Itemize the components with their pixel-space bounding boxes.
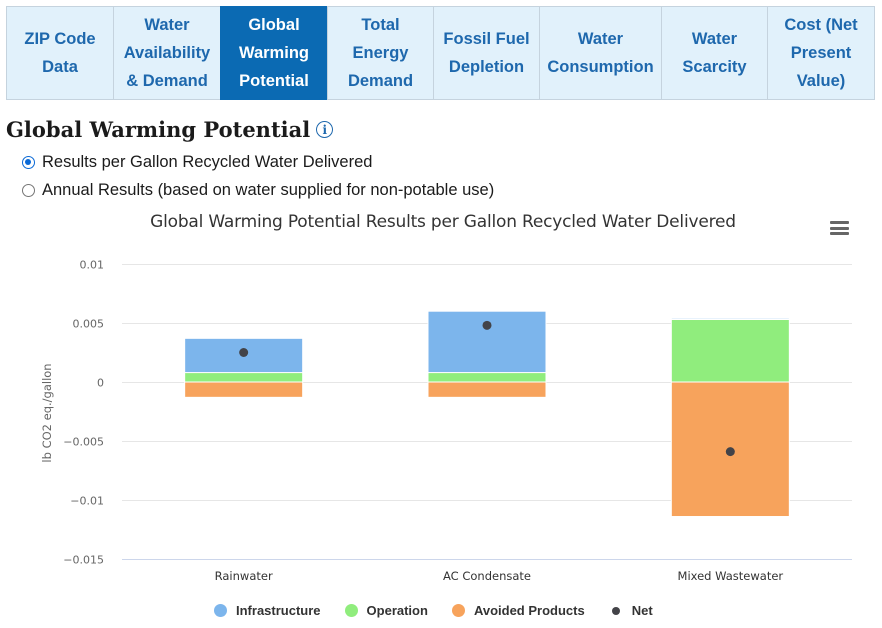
y-tick-label: 0.005 [73, 318, 105, 331]
x-tick-label: Rainwater [215, 569, 273, 583]
net-point[interactable] [239, 348, 249, 357]
tab-label: Cost (Net Present Value) [784, 16, 858, 90]
tab-water-scarcity[interactable]: Water Scarcity [661, 6, 768, 100]
legend-net-label: Net [631, 603, 653, 618]
tab-bar: ZIP Code Data Water Availability & Demand… [6, 6, 881, 102]
legend-net-marker [611, 606, 620, 615]
legend-avoided-products[interactable]: Avoided Products [451, 603, 585, 618]
legend: Infrastructure Operation Avoided Product… [214, 603, 677, 618]
tab-water-availability-demand[interactable]: Water Availability & Demand [113, 6, 221, 100]
option-per-gallon-label: Results per Gallon Recycled Water Delive… [42, 153, 373, 171]
bar-infrastructure[interactable] [427, 310, 547, 374]
legend-infrastructure-label: Infrastructure [236, 603, 321, 618]
legend-avoided-products-marker [451, 604, 465, 617]
x-tick-label: AC Condensate [443, 569, 531, 583]
tab-fossil-fuel-depletion[interactable]: Fossil Fuel Depletion [433, 6, 540, 100]
option-per-gallon[interactable]: Results per Gallon Recycled Water Delive… [22, 153, 372, 172]
y-tick-label: −0.01 [70, 495, 104, 508]
radio-annual[interactable] [22, 184, 35, 197]
tab-label: Fossil Fuel Depletion [443, 30, 530, 76]
legend-infrastructure-marker [214, 604, 227, 617]
page-heading: Global Warming Potential i [6, 117, 334, 142]
y-tick-label: −0.005 [63, 436, 104, 449]
legend-net[interactable]: Net [609, 603, 653, 618]
tab-zip-code-data[interactable]: ZIP Code Data [6, 6, 114, 100]
y-tick-label: 0 [97, 377, 104, 390]
tab-label: Water Consumption [547, 30, 654, 76]
tab-total-energy-demand[interactable]: Total Energy Demand [327, 6, 434, 100]
x-tick-label: Mixed Wastewater [678, 569, 784, 583]
tab-label: ZIP Code Data [24, 30, 96, 76]
chart-title: Global Warming Potential Results per Gal… [150, 212, 736, 232]
tab-label: Total Energy Demand [347, 16, 414, 90]
bar-avoided-products[interactable] [184, 381, 304, 398]
chart-title-wrap: Global Warming Potential Results per Gal… [0, 212, 882, 232]
page-title: Global Warming Potential [6, 117, 311, 142]
bar-operation[interactable] [670, 318, 790, 383]
option-annual-label: Annual Results (based on water supplied … [42, 181, 495, 199]
option-annual[interactable]: Annual Results (based on water supplied … [22, 181, 494, 200]
tab-label: Water Availability & Demand [123, 16, 211, 90]
bar-avoided-products[interactable] [427, 381, 547, 398]
legend-operation[interactable]: Operation [344, 603, 428, 618]
legend-operation-marker [344, 604, 358, 617]
tab-label: Global Warming Potential [239, 16, 309, 90]
bar-operation[interactable] [184, 372, 304, 383]
net-point[interactable] [725, 447, 735, 457]
net-point[interactable] [482, 320, 492, 330]
radio-per-gallon[interactable] [22, 156, 35, 169]
info-icon[interactable]: i [316, 121, 334, 138]
y-tick-label: −0.015 [63, 554, 104, 567]
legend-avoided-products-label: Avoided Products [473, 603, 585, 618]
tab-global-warming-potential[interactable]: Global Warming Potential [220, 6, 328, 100]
tab-label: Water Scarcity [682, 30, 747, 76]
bar-operation[interactable] [427, 372, 547, 383]
hamburger-menu-icon[interactable] [830, 221, 849, 235]
tab-cost-net-present-value[interactable]: Cost (Net Present Value) [767, 6, 875, 100]
bar-infrastructure[interactable] [670, 317, 790, 320]
y-axis-label: lb CO2 eq./gallon [40, 363, 54, 462]
y-tick-label: 0.01 [80, 259, 105, 272]
legend-operation-label: Operation [366, 603, 428, 618]
legend-infrastructure[interactable]: Infrastructure [214, 603, 321, 618]
